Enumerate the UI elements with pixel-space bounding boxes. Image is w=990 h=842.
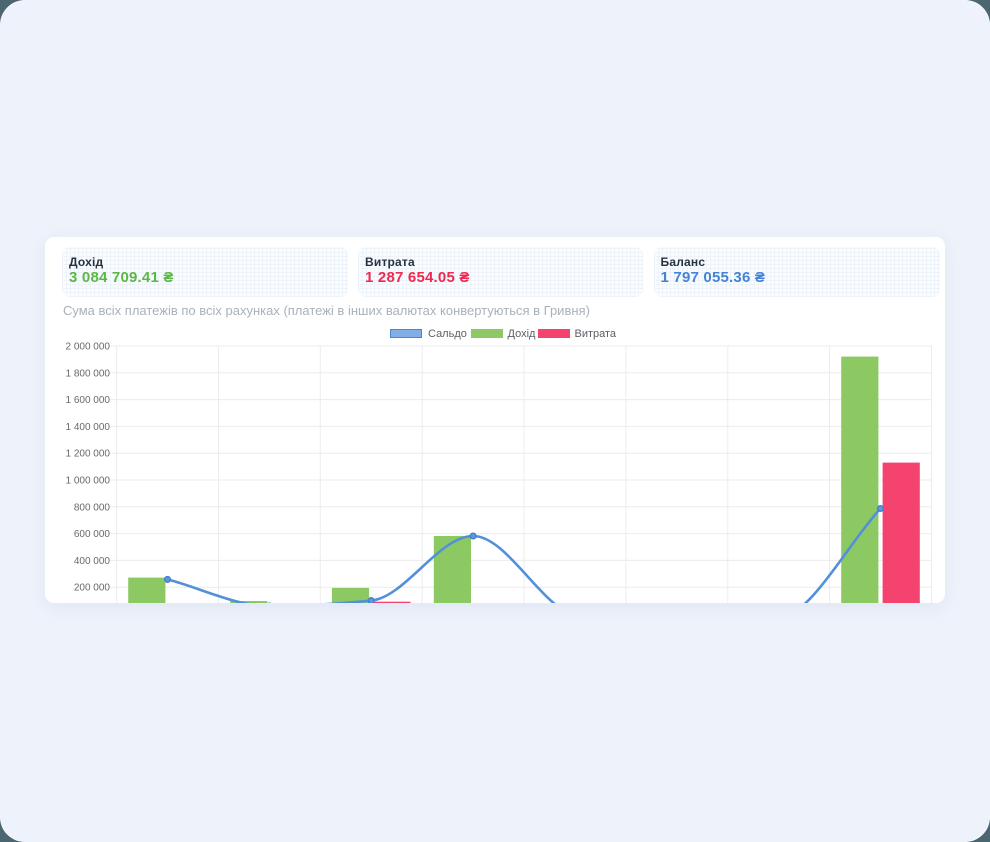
svg-text:1 800 000: 1 800 000 bbox=[66, 368, 111, 379]
svg-text:400 000: 400 000 bbox=[74, 556, 111, 567]
svg-text:1 000 000: 1 000 000 bbox=[66, 476, 111, 487]
svg-text:200 000: 200 000 bbox=[74, 583, 111, 594]
svg-text:1 200 000: 1 200 000 bbox=[66, 449, 111, 460]
svg-text:600 000: 600 000 bbox=[74, 529, 111, 540]
svg-text:2 000 000: 2 000 000 bbox=[66, 342, 111, 353]
svg-text:1 600 000: 1 600 000 bbox=[66, 395, 111, 406]
svg-text:1 400 000: 1 400 000 bbox=[66, 422, 111, 433]
svg-text:800 000: 800 000 bbox=[74, 502, 111, 513]
